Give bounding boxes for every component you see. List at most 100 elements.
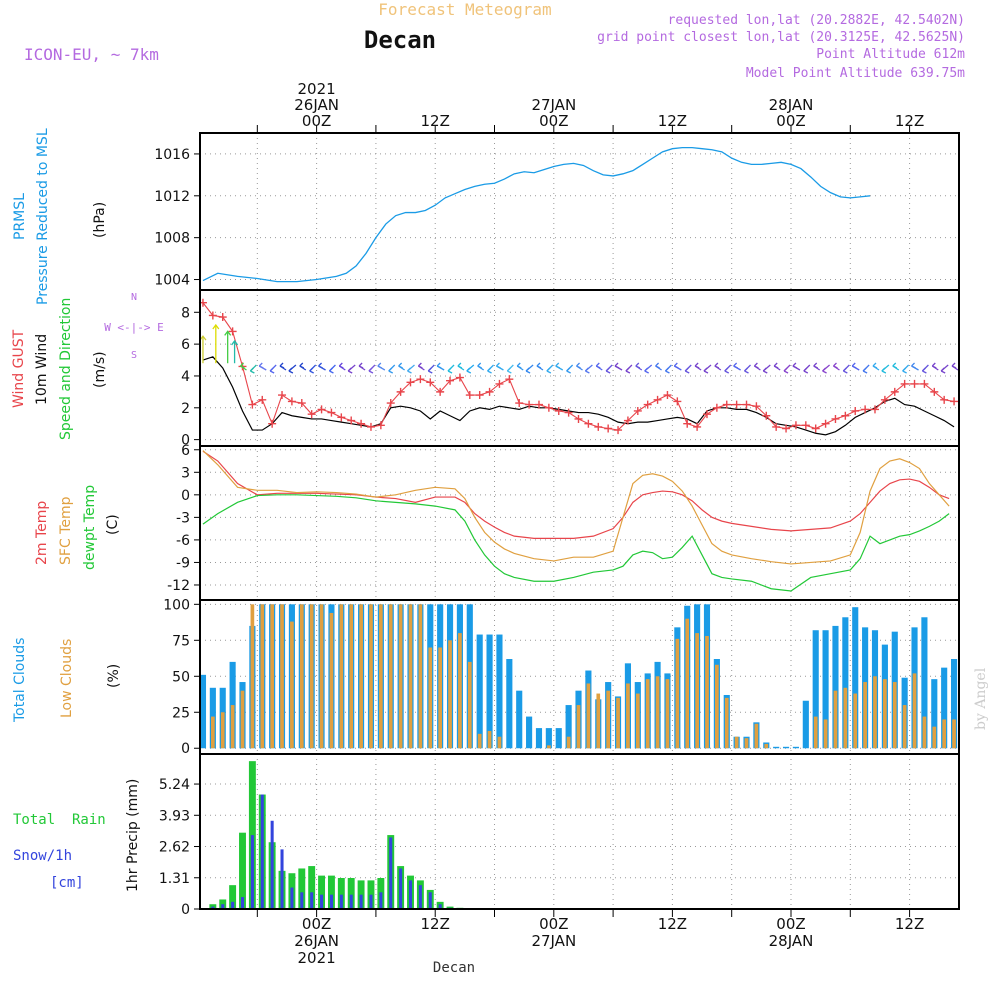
pressure-label-1: PRMSL (12, 193, 28, 240)
x-tick-label-top: 12Z (421, 112, 450, 130)
y-tick-label: 1012 (154, 189, 190, 205)
low-cloud-bar (863, 682, 867, 749)
x-tick-label-top: 2021 (298, 80, 336, 98)
snow-bar (428, 892, 432, 909)
gust-marker (396, 387, 405, 396)
wind-arrow-head (457, 362, 463, 369)
wind-arrow-head (417, 362, 423, 369)
rain-bar (229, 885, 237, 909)
low-cloud-bar (655, 676, 660, 749)
snow-bar (329, 894, 333, 909)
wind-arrow (368, 364, 376, 374)
low-cloud-bar (339, 604, 344, 749)
gust-marker (307, 410, 316, 419)
wind-arrow-head (724, 367, 730, 374)
wind-arrow-head (851, 362, 857, 369)
snow-bar (349, 894, 353, 909)
gust-marker (574, 414, 583, 423)
wind-arrow (744, 364, 751, 374)
y-tick-label: 5.24 (159, 777, 190, 793)
x-tick-label-bottom: 12Z (895, 915, 924, 933)
wind-arrow-head (495, 362, 501, 369)
wind-arrow (555, 362, 564, 371)
gust-marker (772, 422, 781, 431)
gust-marker (742, 400, 751, 409)
wind-arrow-head (240, 362, 245, 369)
low-cloud-bar (843, 687, 848, 749)
low-cloud-bar (873, 676, 877, 749)
gust-marker (752, 402, 761, 411)
wind-arrow-head (447, 367, 453, 374)
wind-arrow-head (347, 367, 353, 374)
wind-arrow-head (338, 362, 344, 369)
wind-arrow (724, 364, 732, 374)
low-cloud-bar (892, 682, 897, 749)
gust-marker (663, 391, 672, 400)
gust-marker (801, 421, 810, 430)
wind-arrow (694, 362, 702, 371)
y-tick-label: -9 (176, 555, 190, 571)
total-cloud-bar (506, 659, 513, 749)
wind-arrow (477, 362, 485, 371)
wind-arrow-head (792, 362, 798, 369)
wind-arrow-head (576, 362, 581, 369)
gust-marker (534, 400, 543, 409)
gust-marker (228, 327, 237, 336)
gust-marker (604, 424, 613, 433)
wind-arrow (457, 362, 465, 371)
wind-arrow (673, 362, 682, 371)
temp-2m-line (202, 450, 950, 540)
gust-marker (505, 375, 514, 384)
low-cloud-bar (606, 690, 610, 749)
y-tick-label: 6 (181, 337, 190, 353)
wind-arrow (309, 364, 317, 374)
wind-arrow-head (546, 367, 552, 374)
low-cloud-bar (932, 726, 937, 749)
panel-3: 0 25 50 75 100 (163, 597, 959, 757)
wind-arrow (703, 364, 712, 374)
low-cloud-bar (211, 716, 215, 749)
y-tick-label: 3.93 (159, 808, 190, 824)
gust-marker (920, 379, 929, 388)
low-cloud-bar (359, 604, 363, 749)
wind-arrow (417, 362, 425, 371)
snow-bar (320, 894, 324, 909)
wind-arrow (902, 364, 910, 374)
low-cloud-bar (428, 647, 433, 749)
rain-bar (239, 832, 246, 909)
low-cloud-bar (418, 604, 423, 749)
wind-arrow (605, 364, 613, 374)
x-tick-label-top: 26JAN (294, 96, 339, 114)
wind-arrow-head (664, 367, 670, 374)
low-cloud-bar (922, 716, 927, 749)
wind-arrow-head (466, 367, 472, 374)
wind-arrow (733, 362, 741, 371)
wind-arrow (279, 362, 287, 371)
gust-marker (712, 403, 721, 412)
gust-marker (870, 405, 879, 414)
gust-marker (278, 391, 287, 400)
y-tick-label: 2.62 (159, 840, 190, 856)
wind-arrow-vertical-head (212, 323, 220, 330)
gust-marker (910, 379, 919, 388)
precip-labels: Total Rain Snow/1h [cm] 1hr Precip (mm) (13, 779, 141, 892)
wind-arrow-head (258, 362, 264, 369)
y-tick-label: 100 (163, 597, 190, 613)
y-tick-label: 2 (181, 401, 190, 417)
wind-arrow-head (762, 367, 768, 374)
wind-arrow-head (911, 362, 916, 369)
wind-arrow-head (269, 367, 275, 374)
x-tick-label-bottom: 28JAN (769, 932, 814, 950)
gust-marker (357, 419, 366, 428)
snow-bar (438, 904, 442, 909)
low-cloud-bar (764, 743, 769, 749)
total-cloud-bar (832, 625, 839, 749)
wind-arrow-head (584, 367, 590, 374)
wind-arrow-head (377, 362, 383, 369)
cloud-label-2: Low Clouds (59, 639, 75, 718)
wind-arrow-head (822, 367, 827, 374)
wind-arrow (822, 364, 831, 374)
x-tick-label-top: 27JAN (531, 96, 576, 114)
low-cloud-bar (448, 640, 452, 749)
total-cloud-bar (842, 617, 849, 749)
